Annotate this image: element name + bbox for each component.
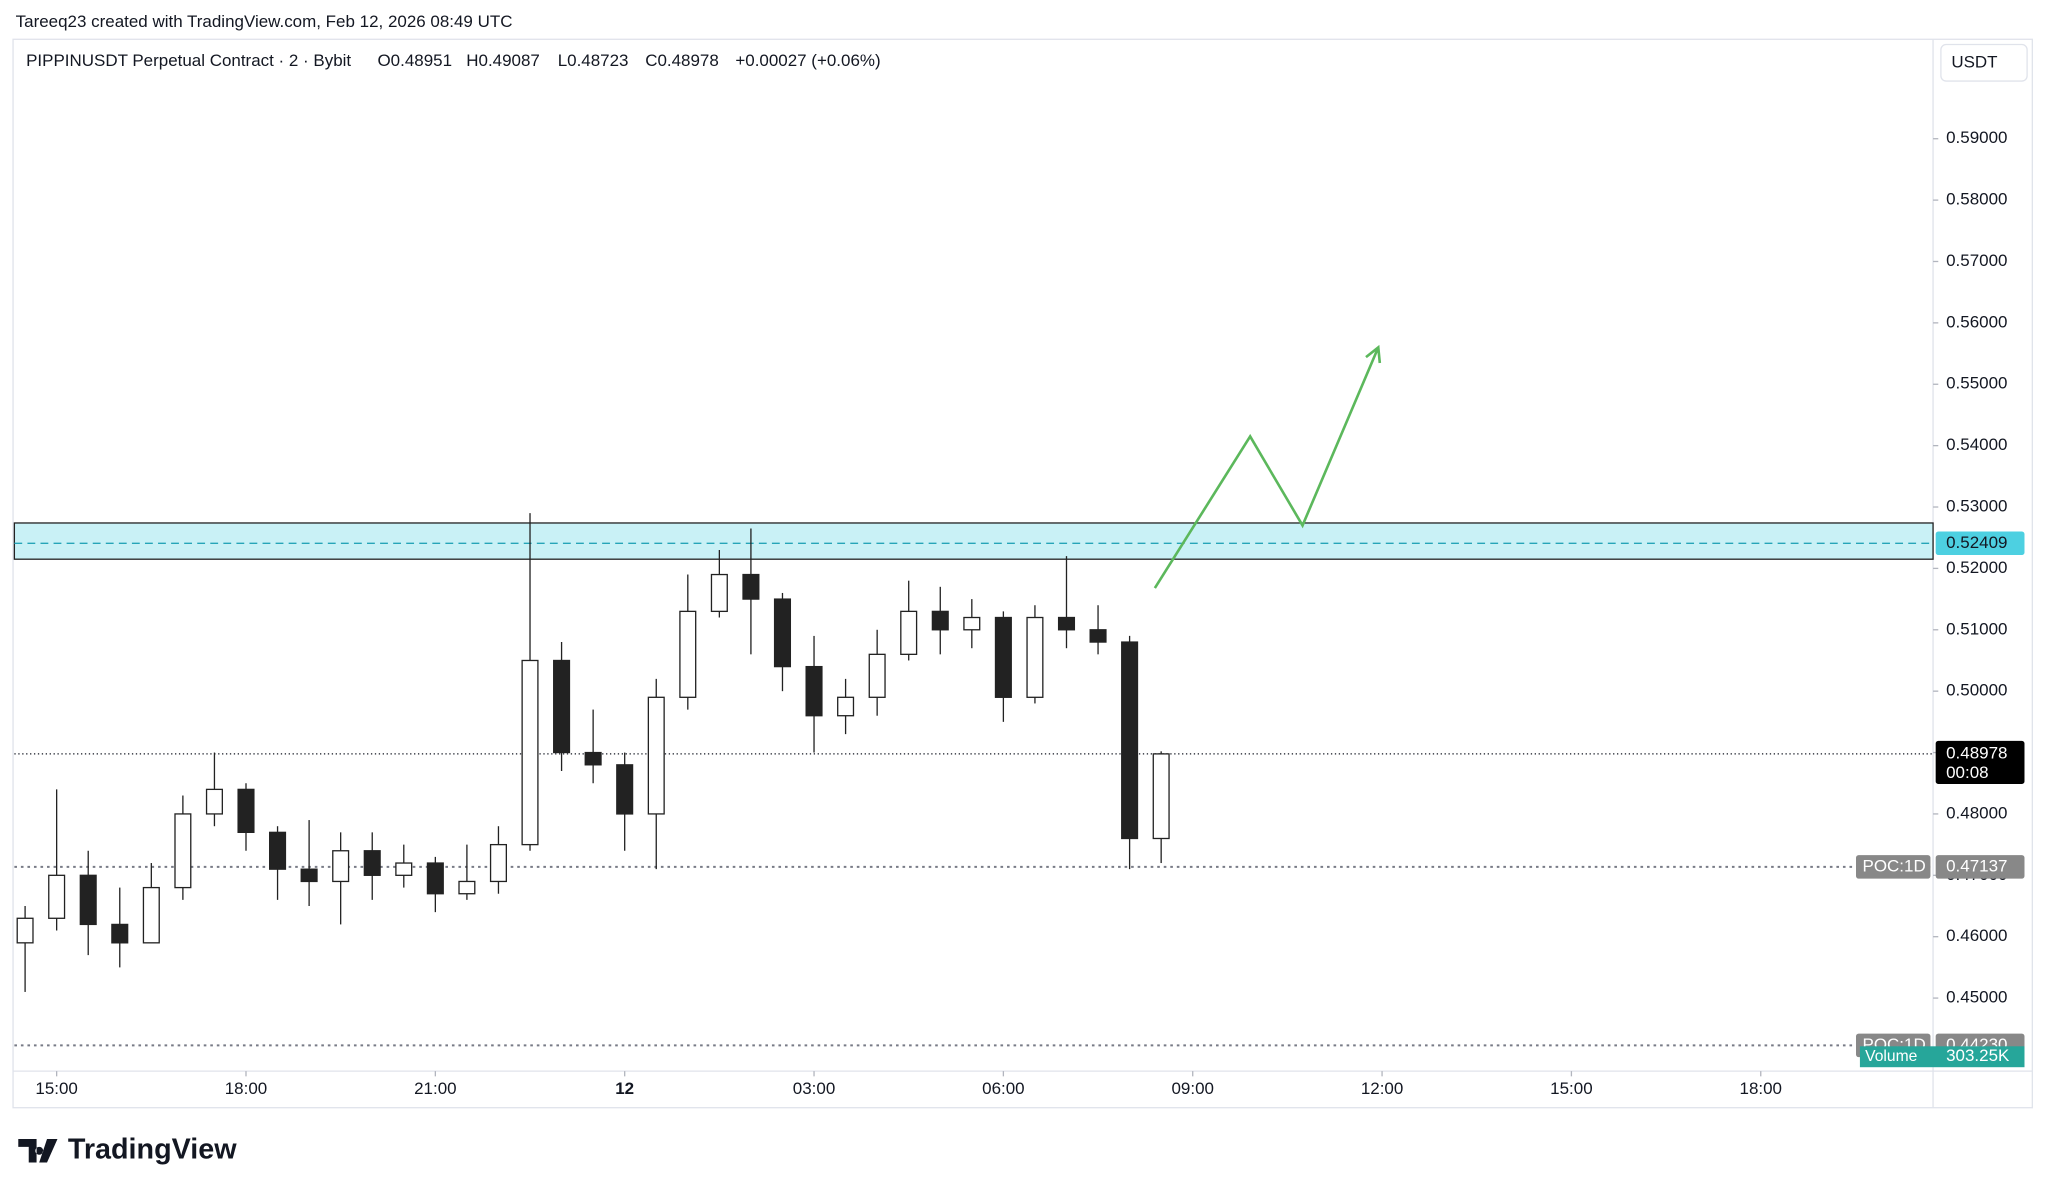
- logo-icon: [18, 1139, 58, 1163]
- volume-value: 303.25K: [1946, 1046, 2010, 1065]
- candle-body: [426, 862, 444, 895]
- candle-body: [994, 616, 1012, 698]
- candle-body: [1057, 616, 1076, 631]
- candle-body: [142, 886, 160, 944]
- candle-body: [521, 659, 539, 846]
- x-tick-label: 12: [615, 1079, 634, 1098]
- volume-name: Volume: [1865, 1048, 1918, 1065]
- candle-body: [205, 788, 223, 815]
- x-tick-label: 09:00: [1171, 1079, 1213, 1098]
- candle-body: [48, 874, 66, 919]
- poc-value: 0.47137: [1946, 856, 2007, 875]
- x-tick-label: 12:00: [1361, 1079, 1403, 1098]
- y-tick-label: 0.46000: [1946, 926, 2007, 945]
- candle-body: [1026, 616, 1044, 698]
- candle-body: [79, 874, 97, 926]
- candle-body: [710, 573, 728, 613]
- candle-body: [237, 788, 255, 833]
- candle-body: [553, 659, 571, 754]
- zone-label: 0.52409: [1946, 533, 2007, 552]
- ohlc-open: O0.48951: [377, 51, 452, 70]
- candle-body: [16, 917, 34, 944]
- logo: TradingView: [18, 1133, 237, 1165]
- candle-body: [332, 850, 350, 883]
- candle-body: [647, 696, 665, 815]
- logo-text: TradingView: [68, 1133, 237, 1165]
- candle-body: [900, 610, 918, 655]
- y-tick-label: 0.51000: [1946, 619, 2007, 638]
- x-tick-label: 06:00: [982, 1079, 1024, 1098]
- candle-body: [269, 831, 287, 870]
- credit: Tareeq23 created with TradingView.com, F…: [16, 12, 513, 31]
- x-tick-label: 15:00: [35, 1079, 77, 1098]
- poc-name: POC:1D: [1863, 856, 1926, 875]
- x-tick-label: 18:00: [225, 1079, 267, 1098]
- change: +0.00027 (+0.06%): [735, 51, 880, 70]
- candle-body: [458, 880, 476, 895]
- candle-body: [395, 862, 413, 876]
- candle-body: [868, 653, 886, 698]
- symbol: PIPPINUSDT Perpetual Contract · 2 · Bybi…: [26, 51, 351, 70]
- y-tick-label: 0.53000: [1946, 497, 2007, 516]
- candle-body: [805, 665, 823, 717]
- candle-body: [300, 868, 318, 883]
- poc-name-box: [1856, 855, 1931, 879]
- candle-body: [584, 751, 602, 766]
- poc-value-box: [1935, 855, 2025, 879]
- candle-body: [616, 764, 634, 815]
- y-tick-label: 0.54000: [1946, 435, 2007, 454]
- candle-body: [742, 573, 760, 600]
- ohlc-low: L0.48723: [558, 51, 629, 70]
- zone-label-box: [1935, 531, 2025, 556]
- y-tick-label: 0.45000: [1946, 988, 2007, 1007]
- candle-body: [837, 696, 855, 717]
- legend: PIPPINUSDT Perpetual Contract · 2 · Bybi…: [26, 51, 881, 70]
- projection-arrowhead: [1365, 344, 1382, 364]
- candle-body: [931, 610, 949, 631]
- y-tick-label: 0.58000: [1946, 190, 2007, 209]
- candle-body: [963, 616, 981, 631]
- x-tick-label: 18:00: [1740, 1079, 1782, 1098]
- candle-body: [1089, 629, 1107, 643]
- candle-body: [111, 923, 129, 944]
- currency[interactable]: USDT: [1951, 52, 1997, 71]
- x-tick-label: 15:00: [1550, 1079, 1592, 1098]
- y-tick-label: 0.55000: [1946, 374, 2007, 393]
- currency-button[interactable]: [1940, 43, 2028, 82]
- candle-body: [1121, 641, 1139, 840]
- y-tick-label: 0.56000: [1946, 312, 2007, 331]
- x-tick-label: 21:00: [414, 1079, 456, 1098]
- candle-body: [1152, 753, 1170, 840]
- candle-body: [773, 598, 792, 668]
- last-price-box: [1935, 740, 2025, 784]
- ohlc-high: H0.49087: [466, 51, 540, 70]
- volume-label-box: [1859, 1046, 2025, 1068]
- y-tick-label: 0.50000: [1946, 681, 2007, 700]
- y-tick-label: 0.57000: [1946, 251, 2007, 270]
- candle-body: [679, 610, 697, 698]
- candle-body: [363, 850, 381, 876]
- y-tick-label: 0.59000: [1946, 128, 2007, 147]
- ohlc-close: C0.48978: [645, 51, 719, 70]
- candle-body: [489, 843, 508, 883]
- y-tick-label: 0.48000: [1946, 803, 2007, 822]
- x-tick-label: 03:00: [793, 1079, 835, 1098]
- projection: [1153, 346, 1380, 589]
- y-tick-label: 0.52000: [1946, 558, 2007, 577]
- frame: [12, 38, 2033, 1109]
- candle-body: [174, 813, 192, 889]
- countdown: 00:08: [1946, 763, 1988, 782]
- zone: [13, 522, 1934, 560]
- last-price-label: 0.48978: [1946, 743, 2007, 762]
